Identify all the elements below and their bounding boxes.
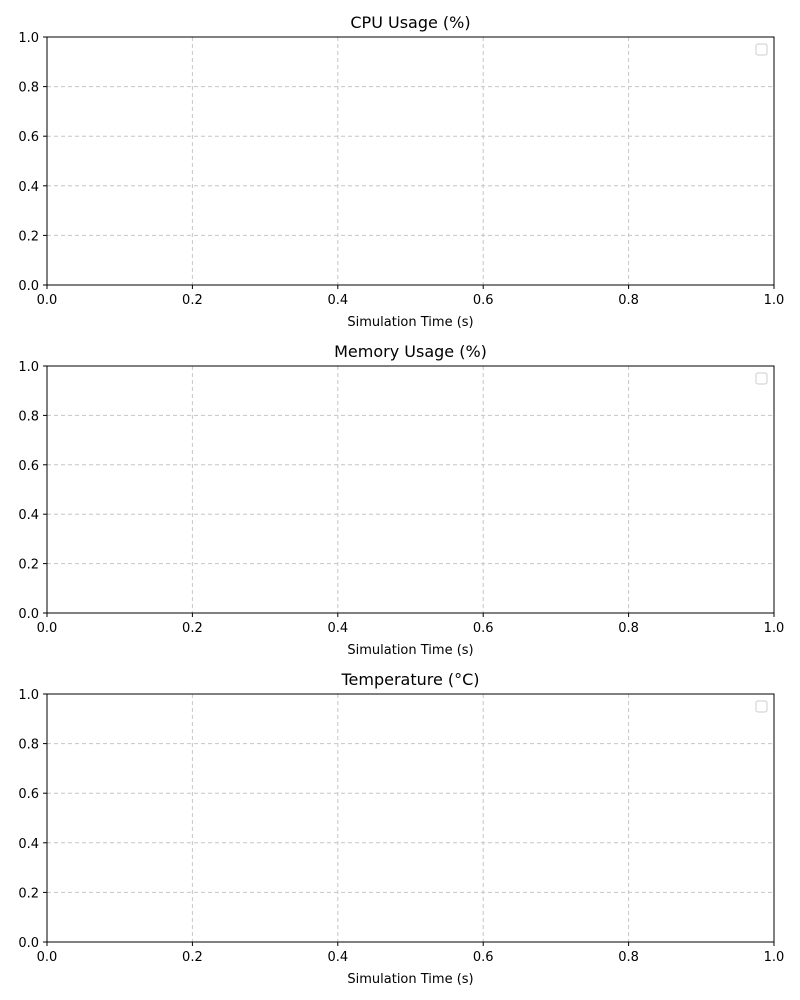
chart-panel-3: 0.0 0.2 0.4 0.6 0.8 1.0 0.0 0.2 0.4 0.6 0.8 1.0 Temp…: [18, 670, 784, 987]
x-tick-label: 0.6: [473, 621, 494, 636]
x-tick-label: 0.8: [618, 950, 639, 965]
chart-title: Temperature (°C): [340, 670, 479, 689]
x-tick-label: 0.4: [327, 621, 348, 636]
x-tick-label: 1.0: [764, 293, 785, 308]
x-axis-label: Simulation Time (s): [347, 315, 473, 330]
y-tick-label: 1.0: [18, 31, 39, 46]
x-tick-label: 1.0: [764, 950, 785, 965]
chart-title: CPU Usage (%): [350, 13, 470, 32]
y-tick-label: 0.8: [18, 81, 39, 96]
y-tick-label: 0.6: [18, 787, 39, 802]
chart-panel-1: 0.0 0.2 0.4 0.6 0.8 1.0 0.0 0.2 0.4 0.6 0.8 1.0 CPU …: [18, 13, 784, 330]
y-tick-label: 1.0: [18, 360, 39, 375]
y-tick-label: 0.0: [18, 936, 39, 951]
x-tick-label: 0.4: [327, 293, 348, 308]
x-tick-label: 0.4: [327, 950, 348, 965]
x-tick-label: 0.0: [37, 293, 58, 308]
y-tick-label: 0.8: [18, 738, 39, 753]
y-tick-label: 0.2: [18, 886, 39, 901]
x-axis-label: Simulation Time (s): [347, 643, 473, 658]
y-tick-label: 1.0: [18, 688, 39, 703]
y-tick-label: 0.0: [18, 279, 39, 294]
x-tick-label: 0.2: [182, 293, 203, 308]
x-tick-label: 0.8: [618, 621, 639, 636]
y-tick-label: 0.8: [18, 409, 39, 424]
chart-title: Memory Usage (%): [334, 342, 487, 361]
y-tick-label: 0.4: [18, 180, 39, 195]
x-tick-label: 0.2: [182, 950, 203, 965]
axes-frame: [46, 36, 775, 286]
axes-frame: [46, 365, 775, 614]
x-tick-label: 0.6: [473, 293, 494, 308]
y-tick-label: 0.0: [18, 607, 39, 622]
x-tick-label: 0.2: [182, 621, 203, 636]
y-tick-label: 0.6: [18, 459, 39, 474]
axes-frame: [46, 693, 775, 943]
y-tick-label: 0.2: [18, 229, 39, 244]
x-axis-label: Simulation Time (s): [347, 972, 473, 987]
y-tick-label: 0.6: [18, 130, 39, 145]
chart-panel-2: 0.0 0.2 0.4 0.6 0.8 1.0 0.0 0.2 0.4 0.6 0.8 1.0 Memo…: [18, 342, 784, 658]
x-tick-label: 1.0: [764, 621, 785, 636]
legend: [755, 372, 768, 385]
x-tick-label: 0.0: [37, 950, 58, 965]
y-tick-label: 0.2: [18, 558, 39, 573]
y-tick-label: 0.4: [18, 837, 39, 852]
legend: [755, 43, 768, 56]
x-tick-label: 0.8: [618, 293, 639, 308]
legend: [755, 700, 768, 713]
x-tick-label: 0.0: [37, 621, 58, 636]
y-tick-label: 0.4: [18, 508, 39, 523]
x-tick-label: 0.6: [473, 950, 494, 965]
